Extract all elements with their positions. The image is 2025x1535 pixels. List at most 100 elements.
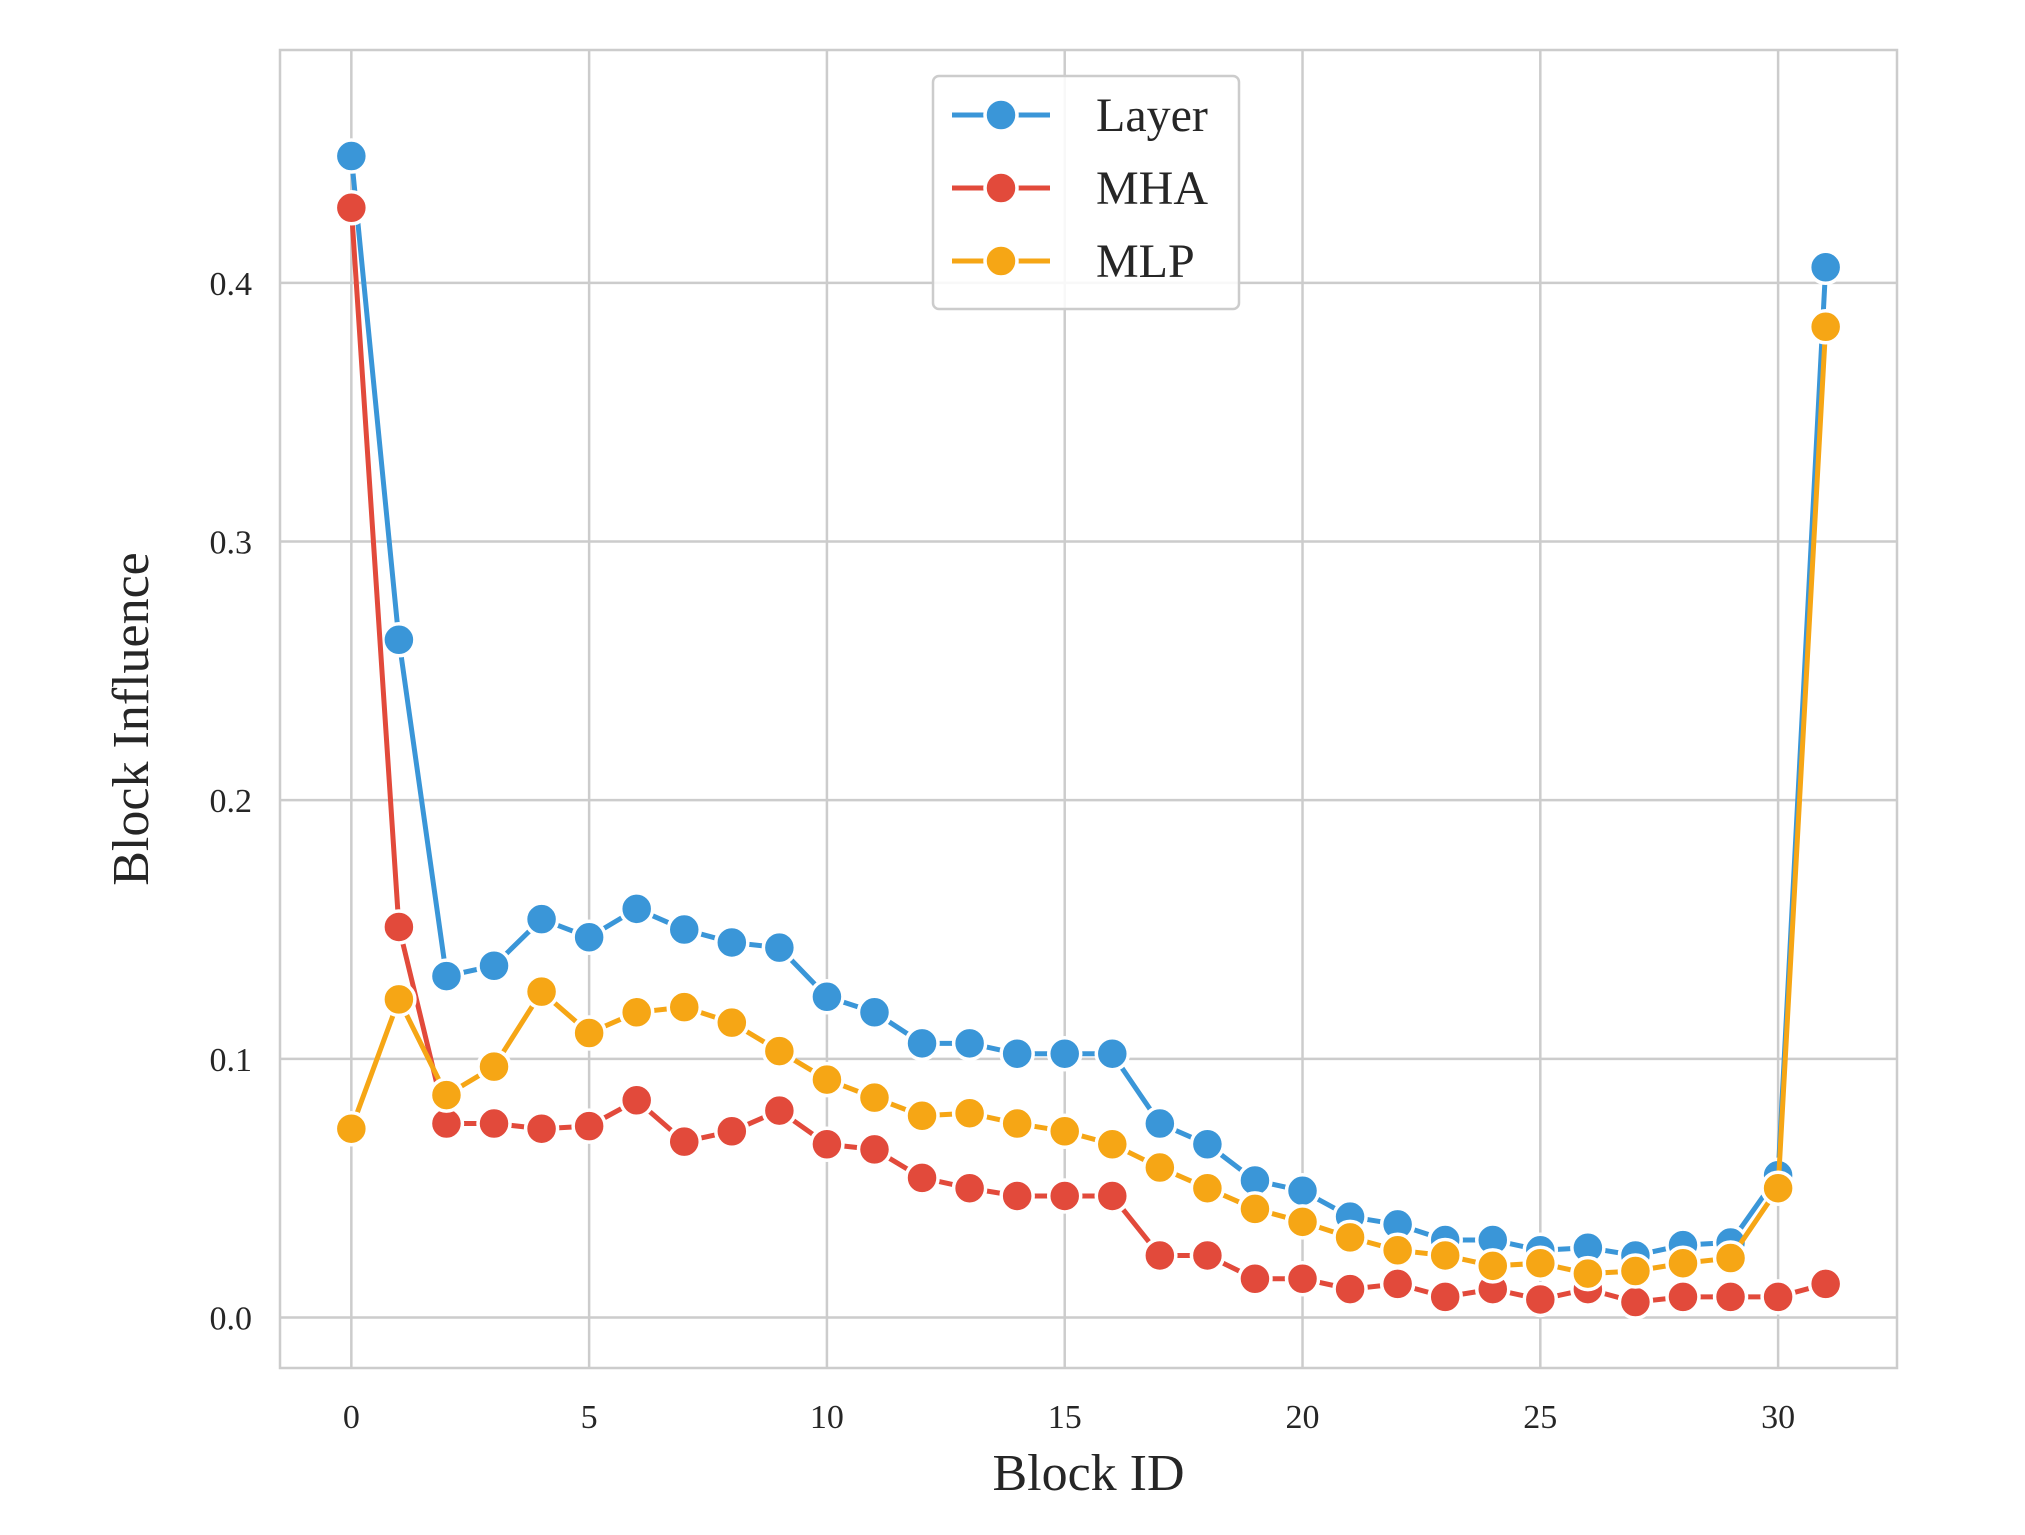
data-point	[1189, 1126, 1226, 1162]
data-point	[523, 973, 560, 1010]
data-point	[1142, 1149, 1178, 1186]
plot-frame	[278, 48, 1899, 1370]
data-point	[523, 1110, 560, 1147]
data-point	[761, 929, 798, 966]
data-point	[618, 1082, 655, 1119]
legend-marker	[983, 97, 1019, 133]
data-point	[856, 994, 893, 1031]
data-point	[1332, 1219, 1368, 1256]
series-layer	[333, 138, 1844, 1274]
data-point	[809, 1126, 845, 1162]
x-axis-title: Block ID	[992, 1445, 1184, 1502]
legend-item: MLP	[952, 235, 1195, 288]
data-point	[761, 1033, 798, 1069]
legend-label: MHA	[1096, 162, 1208, 215]
data-point	[1094, 1178, 1131, 1214]
data-point	[571, 1108, 607, 1144]
data-point	[1094, 1035, 1131, 1072]
data-point	[1475, 1248, 1511, 1284]
y-tick-label: 0.0	[210, 1301, 253, 1338]
data-point	[904, 1098, 940, 1134]
data-point	[1046, 1113, 1083, 1150]
legend-label: MLP	[1096, 235, 1195, 288]
legend: Layer MHA MLP	[931, 74, 1241, 311]
data-point	[618, 891, 655, 927]
data-point	[1189, 1237, 1226, 1274]
data-point	[761, 1092, 798, 1129]
data-point	[714, 1004, 750, 1041]
data-point	[381, 981, 417, 1018]
data-point	[666, 911, 702, 948]
grid-lines	[280, 50, 1897, 1368]
data-point	[1522, 1281, 1559, 1318]
data-point	[333, 138, 370, 174]
data-point	[571, 919, 607, 956]
data-point	[856, 1079, 893, 1116]
data-point	[951, 1025, 988, 1062]
data-point	[714, 1113, 750, 1150]
data-point	[1189, 1170, 1226, 1206]
x-tick-label: 30	[1761, 1399, 1795, 1436]
data-point	[1379, 1232, 1416, 1269]
y-tick-label: 0.2	[210, 783, 253, 820]
series-group	[333, 138, 1844, 1320]
data-point	[571, 1015, 607, 1051]
x-tick-label: 20	[1286, 1399, 1320, 1436]
legend-item: MHA	[952, 162, 1208, 215]
x-tick-label: 15	[1048, 1399, 1082, 1436]
data-point	[333, 1110, 370, 1147]
data-point	[1142, 1105, 1178, 1142]
data-point	[809, 1061, 845, 1098]
data-point	[1284, 1261, 1321, 1297]
data-point	[1237, 1191, 1273, 1227]
data-point	[381, 909, 417, 945]
x-tick-label: 10	[810, 1399, 844, 1436]
data-point	[951, 1095, 988, 1131]
y-tick-label: 0.4	[210, 266, 253, 303]
data-point	[1142, 1237, 1178, 1274]
data-point	[1712, 1279, 1749, 1315]
legend-item: Layer	[952, 89, 1208, 142]
data-point	[1046, 1035, 1083, 1072]
data-point	[476, 1048, 512, 1085]
data-point	[1760, 1170, 1796, 1206]
data-point	[428, 958, 465, 994]
legend-marker	[983, 170, 1019, 206]
series-mha	[333, 190, 1844, 1320]
legend-marker	[983, 243, 1019, 279]
data-point	[999, 1178, 1035, 1214]
data-point	[1046, 1178, 1083, 1214]
legend-label: Layer	[1096, 89, 1208, 142]
data-point	[1760, 1279, 1796, 1315]
tick-labels: 0 5 10 15 20 25 30 0.0 0.1 0.2 0.3 0.4	[210, 266, 1796, 1436]
data-point	[381, 622, 417, 658]
data-point	[1427, 1279, 1463, 1315]
y-tick-label: 0.1	[210, 1042, 253, 1079]
data-point	[1379, 1266, 1416, 1302]
data-point	[1094, 1126, 1131, 1162]
data-point	[1617, 1284, 1654, 1320]
x-tick-label: 0	[343, 1399, 360, 1436]
data-point	[809, 979, 845, 1015]
data-point	[1237, 1261, 1273, 1297]
data-point	[1665, 1245, 1701, 1281]
data-point	[856, 1131, 893, 1168]
series-mlp	[333, 309, 1844, 1292]
data-point	[1617, 1253, 1654, 1289]
data-point	[428, 1077, 465, 1113]
x-tick-label: 25	[1523, 1399, 1557, 1436]
data-point	[1807, 309, 1844, 345]
data-point	[904, 1025, 940, 1062]
data-point	[476, 947, 512, 984]
x-tick-label: 5	[581, 1399, 598, 1436]
data-point	[714, 924, 750, 961]
data-point	[1284, 1204, 1321, 1240]
data-point	[1665, 1279, 1701, 1315]
data-point	[1522, 1245, 1559, 1281]
data-point	[999, 1105, 1035, 1142]
data-point	[1807, 1266, 1844, 1302]
data-point	[666, 1123, 702, 1160]
data-point	[1284, 1173, 1321, 1209]
